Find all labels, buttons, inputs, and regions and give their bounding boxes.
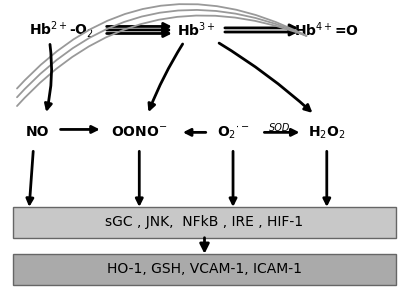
Text: Hb$^{4+}$=O: Hb$^{4+}$=O	[294, 21, 359, 39]
Text: H$_2$O$_2$: H$_2$O$_2$	[308, 124, 346, 141]
Text: SOD: SOD	[269, 123, 291, 133]
Text: HO-1, GSH, VCAM-1, ICAM-1: HO-1, GSH, VCAM-1, ICAM-1	[107, 262, 302, 276]
FancyBboxPatch shape	[13, 254, 396, 285]
Text: O$_2$$^{\cdot -}$: O$_2$$^{\cdot -}$	[217, 124, 249, 141]
FancyBboxPatch shape	[13, 207, 396, 238]
Text: Hb$^{2+}$-O$_2$: Hb$^{2+}$-O$_2$	[29, 19, 94, 41]
Text: sGC , JNK,  NFkB , IRE , HIF-1: sGC , JNK, NFkB , IRE , HIF-1	[106, 215, 303, 229]
Text: NO: NO	[26, 125, 49, 139]
Text: Hb$^{3+}$: Hb$^{3+}$	[177, 21, 216, 39]
Text: OONO$^{-}$: OONO$^{-}$	[111, 125, 167, 139]
